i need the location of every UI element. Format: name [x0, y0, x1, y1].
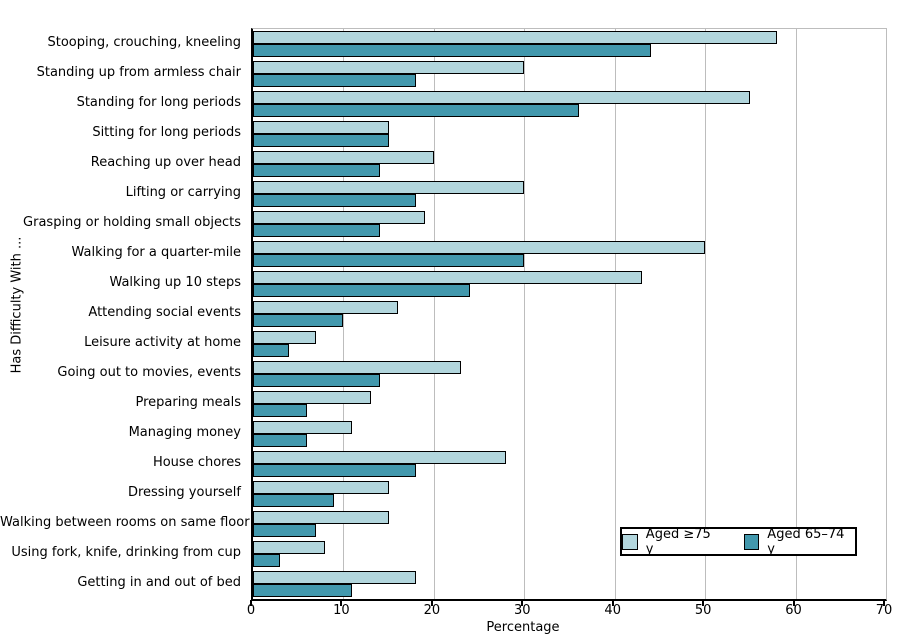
x-tick-mark-20: [430, 600, 433, 606]
bar-aged75-row12: [253, 391, 371, 404]
x-tick-label-70: 70: [875, 603, 893, 618]
x-tick-mark-60: [792, 600, 795, 606]
bar-aged75-row18: [253, 571, 416, 584]
bar-aged75-row8: [253, 271, 642, 284]
category-label: Going out to movies, events: [57, 365, 241, 380]
bar-aged65-74-row1: [253, 74, 416, 87]
bar-aged75-row10: [253, 331, 317, 344]
category-label: Grasping or holding small objects: [23, 215, 241, 230]
x-tick-label-10: 10: [333, 603, 350, 618]
legend-swatch-aged-75: [622, 533, 638, 550]
x-tick-mark-0: [250, 600, 252, 606]
bar-aged75-row16: [253, 511, 389, 524]
x-tick-mark-10: [340, 600, 343, 606]
x-tick-label-20: 20: [423, 603, 441, 618]
gridline-50: [705, 29, 707, 599]
bar-aged75-row13: [253, 421, 353, 434]
category-label: Managing money: [128, 425, 241, 440]
bar-aged65-74-row14: [253, 464, 416, 477]
bar-aged75-row2: [253, 91, 751, 104]
bar-aged65-74-row6: [253, 224, 380, 237]
category-label: Walking between rooms on same floor: [0, 515, 250, 530]
bar-aged65-74-row10: [253, 344, 290, 357]
x-tick-label-50: 50: [694, 603, 712, 618]
bar-aged65-74-row4: [253, 164, 380, 177]
category-label: Standing for long periods: [76, 95, 241, 110]
bar-aged75-row17: [253, 541, 326, 554]
bar-aged65-74-row2: [253, 104, 579, 117]
legend-swatch-aged-65-74: [743, 533, 760, 550]
category-label: Walking up 10 steps: [109, 275, 241, 290]
x-tick-mark-50: [702, 600, 705, 606]
category-label: Attending social events: [88, 305, 241, 320]
category-label: Leisure activity at home: [84, 335, 241, 350]
category-label: Using fork, knife, drinking from cup: [11, 545, 241, 560]
category-label: Dressing yourself: [127, 485, 241, 500]
bar-aged75-row0: [253, 31, 778, 44]
x-tick-label-0: 0: [246, 603, 256, 618]
category-label: Lifting or carrying: [125, 185, 241, 200]
gridline-20: [433, 29, 435, 599]
legend-label-aged-65-74: Aged 65–74 y: [767, 526, 845, 557]
bar-aged75-row5: [253, 181, 525, 194]
category-label: Stooping, crouching, kneeling: [47, 35, 241, 50]
legend-label-aged-75: Aged ≥75 y: [645, 526, 711, 557]
bar-aged65-74-row15: [253, 494, 335, 507]
plot-area: [251, 28, 887, 601]
category-label: Getting in and out of bed: [77, 575, 241, 590]
bar-aged65-74-row0: [253, 44, 651, 57]
bar-aged75-row1: [253, 61, 525, 74]
x-tick-label-60: 60: [785, 603, 802, 618]
category-label: Walking for a quarter-mile: [71, 245, 241, 260]
bar-aged75-row11: [253, 361, 461, 374]
bar-aged65-74-row16: [253, 524, 317, 537]
bar-aged75-row7: [253, 241, 706, 254]
bar-aged75-row3: [253, 121, 389, 134]
x-tick-mark-30: [521, 600, 524, 606]
legend-entry-aged-65-74: Aged 65–74 y: [743, 526, 856, 557]
bar-aged65-74-row5: [253, 194, 416, 207]
gridline-40: [614, 29, 616, 599]
category-label: Sitting for long periods: [92, 125, 241, 140]
bar-aged65-74-row7: [253, 254, 525, 267]
gridline-10: [343, 29, 345, 599]
gridline-60: [795, 29, 797, 599]
legend-entry-aged-75: Aged ≥75 y: [622, 527, 722, 557]
bar-aged65-74-row3: [253, 134, 389, 147]
x-tick-label-40: 40: [604, 603, 621, 618]
category-label: House chores: [152, 455, 241, 470]
bar-aged65-74-row12: [253, 404, 308, 417]
legend: Aged ≥75 y Aged 65–74 y: [620, 526, 857, 557]
category-label: Standing up from armless chair: [36, 65, 241, 80]
x-axis-title: Percentage: [486, 620, 560, 635]
x-tick-mark-40: [611, 600, 614, 606]
gridline-30: [524, 29, 526, 599]
bar-aged65-74-row9: [253, 314, 344, 327]
bar-aged75-row15: [253, 481, 389, 494]
bar-aged65-74-row13: [253, 434, 308, 447]
x-tick-mark-70: [883, 600, 885, 606]
bar-aged65-74-row8: [253, 284, 471, 297]
bar-aged75-row4: [253, 151, 434, 164]
bar-aged75-row6: [253, 211, 425, 224]
bar-aged65-74-row11: [253, 374, 380, 387]
bar-aged65-74-row18: [253, 584, 353, 597]
x-tick-label-30: 30: [514, 603, 531, 618]
bar-aged65-74-row17: [253, 554, 281, 567]
bar-aged75-row14: [253, 451, 507, 464]
category-label: Preparing meals: [135, 395, 241, 410]
bar-aged75-row9: [253, 301, 398, 314]
category-label: Reaching up over head: [90, 155, 241, 170]
